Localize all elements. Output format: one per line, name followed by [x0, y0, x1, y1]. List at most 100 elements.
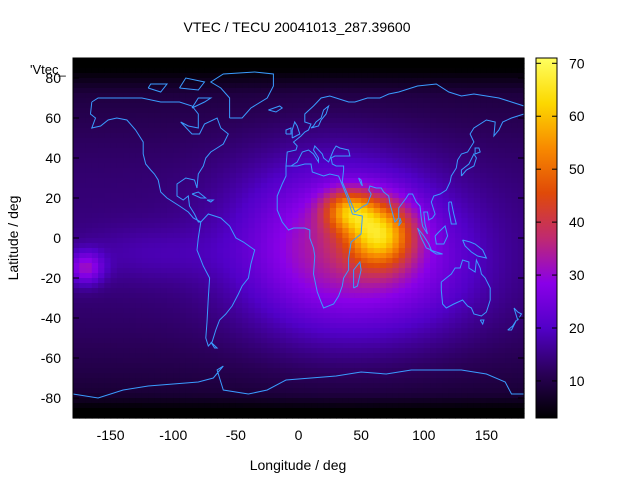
heatmap-cell	[185, 293, 193, 299]
heatmap-cell	[317, 83, 325, 89]
heatmap-cell	[79, 358, 87, 364]
heatmap-cell	[129, 93, 137, 99]
heatmap-cell	[448, 293, 456, 299]
heatmap-cell	[192, 163, 199, 169]
heatmap-cell	[248, 243, 256, 249]
heatmap-cell	[217, 273, 224, 279]
heatmap-cell	[254, 288, 262, 294]
heatmap-cell	[480, 63, 488, 69]
heatmap-cell	[498, 148, 506, 154]
heatmap-cell	[398, 338, 406, 344]
heatmap-cell	[91, 338, 99, 344]
heatmap-cell	[223, 78, 231, 84]
heatmap-cell	[430, 373, 437, 379]
heatmap-cell	[135, 178, 143, 184]
heatmap-cell	[267, 373, 275, 379]
heatmap-cell	[154, 393, 162, 399]
heatmap-cell	[348, 383, 356, 389]
heatmap-cell	[267, 113, 275, 119]
heatmap-cell	[185, 308, 193, 314]
heatmap-cell	[123, 318, 130, 324]
heatmap-cell	[279, 143, 287, 149]
heatmap-cell	[91, 328, 99, 334]
heatmap-cell	[423, 273, 431, 279]
heatmap-cell	[436, 63, 444, 69]
heatmap-cell	[179, 298, 187, 304]
heatmap-cell	[492, 278, 500, 284]
heatmap-cell	[254, 93, 262, 99]
heatmap-cell	[185, 143, 193, 149]
heatmap-cell	[467, 188, 475, 194]
heatmap-cell	[392, 328, 400, 334]
heatmap-cell	[91, 78, 99, 84]
heatmap-cell	[260, 78, 268, 84]
heatmap-cell	[461, 373, 469, 379]
heatmap-cell	[98, 203, 105, 209]
heatmap-cell	[192, 363, 199, 369]
heatmap-cell	[91, 278, 99, 284]
heatmap-cell	[154, 318, 162, 324]
heatmap-cell	[323, 163, 331, 169]
heatmap-cell	[223, 223, 231, 229]
heatmap-cell	[160, 363, 168, 369]
heatmap-cell	[511, 223, 519, 229]
heatmap-cell	[473, 373, 481, 379]
heatmap-cell	[373, 148, 381, 154]
heatmap-cell	[267, 163, 275, 169]
heatmap-cell	[179, 263, 187, 269]
heatmap-cell	[480, 313, 488, 319]
heatmap-cell	[448, 78, 456, 84]
heatmap-cell	[411, 313, 419, 319]
heatmap-cell	[342, 128, 350, 134]
heatmap-cell	[104, 283, 112, 289]
heatmap-cell	[141, 293, 149, 299]
heatmap-cell	[73, 288, 80, 294]
heatmap-cell	[154, 278, 162, 284]
heatmap-cell	[166, 378, 174, 384]
heatmap-cell	[323, 343, 331, 349]
heatmap-cell	[442, 268, 450, 274]
heatmap-cell	[148, 183, 156, 189]
heatmap-cell	[398, 343, 406, 349]
heatmap-cell	[116, 233, 124, 239]
heatmap-cell	[467, 218, 475, 224]
heatmap-cell	[98, 288, 105, 294]
heatmap-cell	[398, 58, 406, 64]
heatmap-cell	[254, 388, 262, 394]
heatmap-cell	[229, 333, 237, 339]
heatmap-cell	[292, 303, 300, 309]
heatmap-cell	[116, 88, 124, 94]
heatmap-cell	[392, 373, 400, 379]
heatmap-cell	[235, 213, 243, 219]
heatmap-cell	[116, 373, 124, 379]
heatmap-cell	[448, 373, 456, 379]
heatmap-cell	[148, 303, 156, 309]
heatmap-cell	[123, 138, 130, 144]
heatmap-cell	[367, 218, 375, 224]
heatmap-cell	[235, 388, 243, 394]
heatmap-cell	[354, 73, 362, 79]
heatmap-cell	[85, 318, 93, 324]
heatmap-cell	[85, 338, 93, 344]
heatmap-cell	[386, 133, 394, 139]
heatmap-cell	[505, 343, 513, 349]
heatmap-cell	[430, 118, 437, 124]
heatmap-cell	[386, 298, 394, 304]
heatmap-cell	[436, 188, 444, 194]
heatmap-cell	[129, 173, 137, 179]
heatmap-cell	[110, 168, 118, 174]
heatmap-cell	[129, 388, 137, 394]
heatmap-cell	[517, 58, 525, 64]
heatmap-cell	[455, 318, 462, 324]
heatmap-cell	[336, 123, 343, 129]
heatmap-cell	[455, 398, 462, 404]
heatmap-cell	[430, 138, 437, 144]
heatmap-cell	[480, 118, 488, 124]
heatmap-cell	[204, 63, 212, 69]
heatmap-cell	[135, 58, 143, 64]
heatmap-cell	[329, 178, 337, 184]
heatmap-cell	[98, 68, 105, 74]
heatmap-cell	[273, 143, 281, 149]
heatmap-cell	[505, 163, 513, 169]
heatmap-cell	[492, 383, 500, 389]
